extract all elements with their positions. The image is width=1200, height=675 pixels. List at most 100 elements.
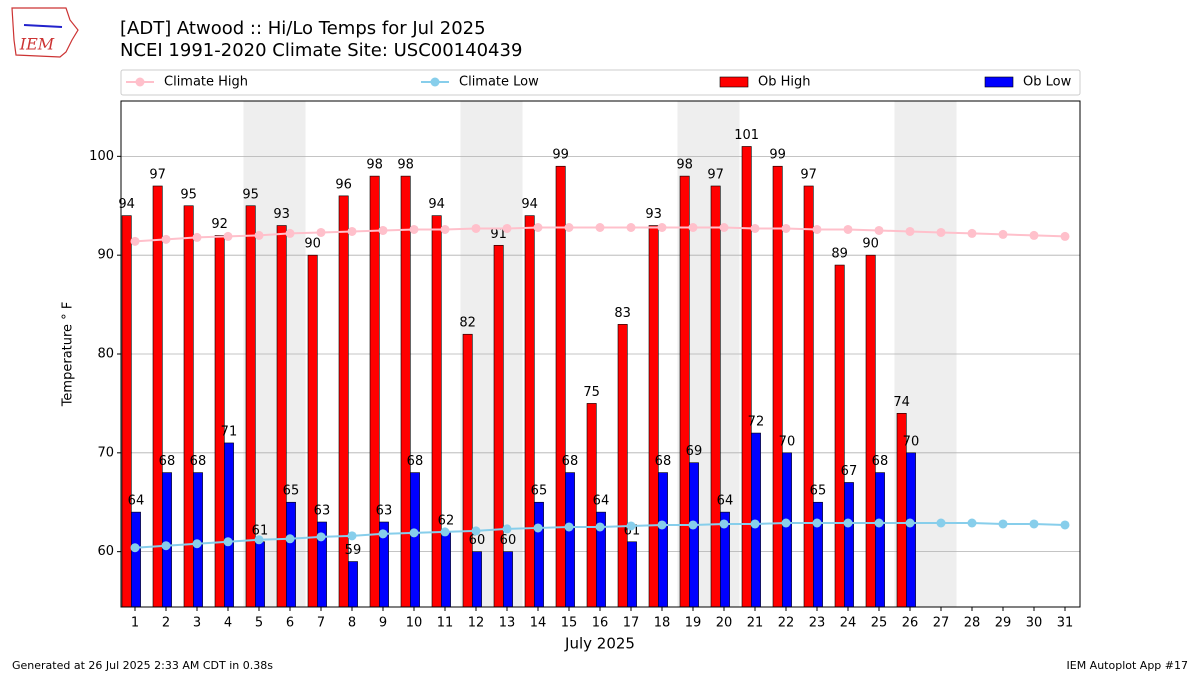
value-label: 60 [469, 533, 486, 548]
climate-marker [564, 223, 574, 232]
climate-marker [130, 543, 140, 553]
legend-label: Climate High [164, 75, 248, 90]
x-tick-label: 27 [933, 616, 950, 631]
climate-marker [347, 226, 357, 236]
value-label: 90 [304, 237, 321, 252]
footer-left: Generated at 26 Jul 2025 2:33 AM CDT in … [12, 659, 273, 672]
climate-marker [595, 522, 605, 532]
value-label: 92 [211, 217, 228, 232]
bar [431, 215, 442, 608]
bar [648, 225, 659, 608]
bar [679, 175, 690, 608]
bar [533, 501, 544, 608]
bar [347, 561, 358, 608]
value-label: 68 [407, 454, 424, 469]
legend-marker [135, 77, 145, 87]
legend-box [120, 69, 1081, 96]
logo-outline [11, 7, 79, 58]
value-label: 94 [521, 197, 538, 212]
bar [493, 244, 504, 608]
x-tick-label: 6 [286, 616, 294, 631]
climate-marker [688, 223, 698, 232]
climate-marker [967, 228, 977, 238]
climate-marker [657, 520, 667, 530]
climate-marker [378, 225, 388, 235]
x-tick-label: 23 [809, 616, 826, 631]
bar [183, 205, 194, 608]
value-label: 75 [583, 385, 600, 400]
bar [162, 472, 172, 608]
climate-marker [905, 226, 915, 236]
bar [255, 541, 265, 608]
climate-marker [378, 529, 388, 539]
value-label: 62 [438, 513, 455, 528]
x-tick-label: 28 [964, 616, 981, 631]
climate-marker [843, 518, 853, 528]
value-label: 63 [376, 504, 393, 519]
bar [369, 175, 380, 608]
climate-marker [688, 520, 698, 530]
value-label: 95 [242, 187, 259, 202]
bar [803, 185, 814, 608]
value-label: 68 [562, 454, 579, 469]
climate-marker [316, 532, 326, 542]
climate-marker [781, 518, 791, 528]
value-label: 68 [655, 454, 672, 469]
value-label: 74 [893, 395, 910, 410]
legend-swatch [719, 76, 749, 88]
x-tick-label: 25 [871, 616, 888, 631]
bar [214, 235, 225, 608]
climate-marker [719, 223, 729, 232]
value-label: 97 [800, 167, 817, 182]
value-label: 67 [841, 464, 858, 479]
climate-marker [750, 519, 760, 529]
bar [657, 472, 668, 608]
climate-marker [1029, 519, 1039, 529]
climate-marker [192, 539, 202, 549]
value-label: 61 [252, 523, 269, 538]
climate-marker [812, 518, 822, 528]
value-label: 63 [314, 504, 331, 519]
bar [741, 146, 752, 608]
climate-marker [1060, 231, 1070, 241]
climate-marker [409, 528, 419, 538]
climate-marker [874, 518, 884, 528]
x-axis-label: July 2025 [564, 635, 635, 653]
value-label: 59 [345, 543, 362, 558]
legend-marker [430, 77, 440, 87]
x-tick-label: 31 [1057, 616, 1074, 631]
value-label: 97 [149, 167, 166, 182]
logo: IEM [11, 7, 79, 58]
x-tick-label: 3 [193, 616, 201, 631]
climate-marker [1060, 520, 1070, 530]
bar [781, 452, 792, 608]
value-label: 98 [366, 158, 383, 173]
climate-marker [998, 519, 1008, 529]
climate-marker [316, 227, 326, 237]
climate-marker [936, 227, 946, 237]
bar [617, 324, 628, 608]
value-label: 72 [748, 415, 765, 430]
x-tick-label: 2 [162, 616, 170, 631]
value-label: 70 [903, 434, 920, 449]
value-label: 89 [831, 247, 848, 262]
climate-marker [502, 223, 512, 233]
climate-marker [874, 225, 884, 235]
bar [462, 333, 473, 608]
bar [874, 472, 885, 608]
y-tick-label: 60 [97, 544, 114, 559]
bar [471, 551, 482, 608]
y-tick-label: 80 [97, 347, 114, 362]
plot-frame [120, 100, 1081, 608]
x-tick-label: 8 [348, 616, 356, 631]
bar [812, 501, 823, 608]
climate-marker [440, 527, 450, 537]
x-tick-label: 4 [224, 616, 232, 631]
climate-marker [409, 224, 419, 234]
value-label: 90 [862, 237, 879, 252]
climate-marker [254, 535, 264, 545]
value-label: 99 [769, 148, 786, 163]
y-tick-label: 70 [97, 445, 114, 460]
bar [440, 531, 451, 608]
climate-marker [843, 224, 853, 234]
